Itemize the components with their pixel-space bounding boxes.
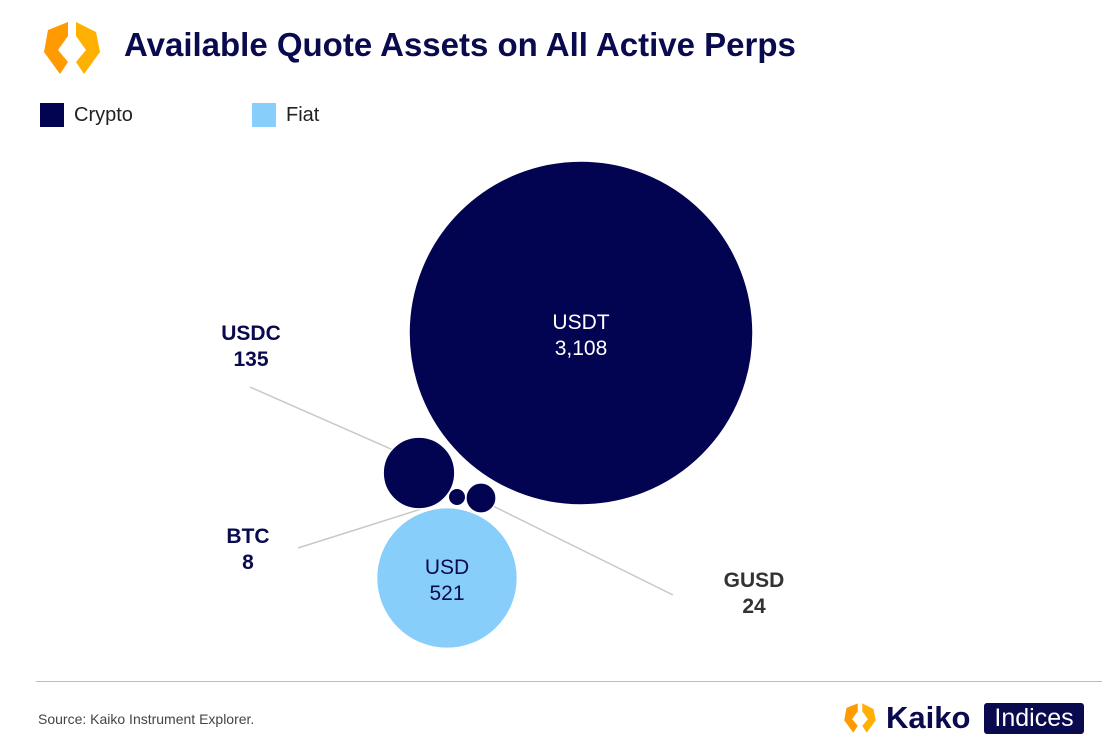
bubble-label: USD	[425, 556, 469, 579]
bubble-gusd	[465, 482, 497, 514]
bubble-usdt	[408, 160, 754, 506]
bubble-value: 3,108	[555, 337, 608, 360]
source-note: Source: Kaiko Instrument Explorer.	[38, 711, 255, 727]
legend-crypto: Crypto	[40, 103, 133, 127]
bubble-value: 8	[242, 551, 254, 574]
bubble-value: 135	[233, 348, 268, 371]
bubble-chart: USDT 3,108 USD 521 USDC 135 GUSD 24 BTC 8	[221, 160, 785, 650]
legend-swatch-fiat	[252, 103, 276, 127]
bubble-usdc	[382, 436, 456, 510]
brand-product: Indices	[984, 702, 1084, 734]
legend-swatch-crypto	[40, 103, 64, 127]
legend-label: Crypto	[74, 103, 133, 126]
kaiko-logo-icon	[40, 18, 104, 83]
legend-fiat: Fiat	[252, 103, 319, 127]
kaiko-logo-icon	[844, 703, 876, 733]
bubble-label: GUSD	[724, 569, 785, 592]
divider	[36, 681, 1102, 682]
leader-line-usdc	[249, 386, 401, 454]
bubble-value: 24	[742, 595, 766, 618]
leader-line-btc	[297, 503, 438, 549]
brand-logo: Kaiko Indices	[842, 700, 1084, 736]
leader-line-gusd	[492, 505, 674, 596]
bubble-label: BTC	[226, 525, 269, 548]
bubble-label: USDT	[552, 311, 609, 334]
chart-title: Available Quote Assets on All Active Per…	[124, 26, 796, 63]
bubble-usd	[375, 506, 519, 650]
bubble-value: 521	[429, 582, 464, 605]
legend-label: Fiat	[286, 103, 320, 126]
bubble-label: USDC	[221, 322, 281, 345]
brand-name: Kaiko	[886, 700, 971, 735]
bubble-btc	[447, 487, 467, 507]
